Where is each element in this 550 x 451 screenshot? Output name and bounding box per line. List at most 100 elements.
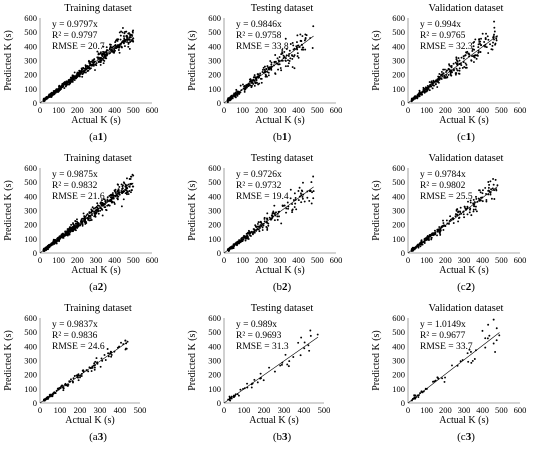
data-point xyxy=(311,47,314,49)
data-point xyxy=(477,197,480,200)
data-point xyxy=(309,334,312,337)
data-point xyxy=(456,208,459,211)
data-point xyxy=(449,218,452,221)
data-point xyxy=(300,43,303,46)
data-point xyxy=(72,377,75,380)
data-point xyxy=(431,87,434,90)
data-point xyxy=(258,74,261,77)
data-point xyxy=(294,202,297,205)
data-point xyxy=(428,234,431,237)
data-point xyxy=(493,26,496,29)
data-point xyxy=(253,84,256,87)
data-point xyxy=(419,392,422,395)
y-tick-label: 600 xyxy=(24,163,37,173)
caption-number: 1 xyxy=(466,131,472,143)
data-point xyxy=(286,363,289,366)
data-point xyxy=(113,203,116,205)
data-point xyxy=(486,35,489,38)
panel-c1: Validation dataset 0 100 200 300 400 500 600 0 10… xyxy=(371,3,526,143)
data-point xyxy=(295,208,298,211)
y-tick-label: 400 xyxy=(392,341,405,351)
data-point xyxy=(493,38,495,41)
data-point xyxy=(485,200,488,203)
data-point xyxy=(59,237,62,240)
data-point xyxy=(297,341,300,344)
data-point xyxy=(65,384,68,387)
data-point xyxy=(238,242,241,245)
data-point xyxy=(263,71,266,74)
data-point xyxy=(97,61,100,64)
data-point xyxy=(455,58,458,61)
data-point xyxy=(427,237,430,240)
data-point xyxy=(300,194,303,197)
data-point xyxy=(286,201,289,204)
y-tick-label: 300 xyxy=(208,56,221,66)
data-point xyxy=(79,223,82,225)
y-axis-label: Predicted K (s) xyxy=(3,180,14,241)
data-point xyxy=(121,185,124,188)
data-point xyxy=(106,348,109,350)
data-point xyxy=(113,201,116,204)
data-point xyxy=(484,186,487,189)
data-point xyxy=(414,394,417,397)
data-point xyxy=(239,84,242,87)
x-tick-label: 600 xyxy=(146,255,159,265)
y-tick-label: 500 xyxy=(208,327,221,337)
data-point xyxy=(303,341,306,344)
data-point xyxy=(268,366,271,369)
y-axis-label: Predicted K (s) xyxy=(3,30,14,91)
y-tick-label: 600 xyxy=(392,13,405,23)
data-point xyxy=(260,377,262,379)
data-point xyxy=(448,220,451,222)
y-tick-label: 400 xyxy=(392,191,405,201)
data-point xyxy=(292,356,295,358)
data-point xyxy=(99,52,102,55)
data-point xyxy=(246,237,248,240)
data-point xyxy=(91,210,94,212)
data-point xyxy=(456,214,459,217)
data-point xyxy=(124,40,126,43)
data-point xyxy=(76,374,79,377)
data-point xyxy=(251,79,254,82)
x-tick-label: 200 xyxy=(71,255,84,265)
x-tick-label: 200 xyxy=(71,105,84,115)
data-point xyxy=(54,90,57,93)
r2-annotation: R² = 0.9802 xyxy=(420,181,466,191)
trendline-annotation: y = 0.9837x xyxy=(52,320,98,330)
x-tick-label: 600 xyxy=(146,105,159,115)
caption-suffix: ) xyxy=(103,131,107,143)
data-point xyxy=(61,384,64,387)
r2-annotation: R² = 0.9836 xyxy=(52,331,98,341)
data-point xyxy=(259,221,262,224)
data-point xyxy=(127,183,130,186)
data-point xyxy=(58,387,61,390)
data-point xyxy=(251,81,254,84)
data-point xyxy=(110,198,113,201)
data-point xyxy=(243,85,245,88)
data-point xyxy=(437,81,440,84)
data-point xyxy=(130,175,133,178)
data-point xyxy=(473,205,476,208)
data-point xyxy=(111,50,114,53)
data-point xyxy=(283,56,286,58)
y-tick-label: 500 xyxy=(24,327,37,337)
data-point xyxy=(484,43,487,46)
data-point xyxy=(117,38,120,41)
data-point xyxy=(462,61,465,64)
data-point xyxy=(263,220,266,223)
data-point xyxy=(421,241,424,244)
data-point xyxy=(84,71,87,74)
rmse-annotation: RMSE = 25.5 xyxy=(420,192,473,202)
data-point xyxy=(449,215,452,218)
data-point xyxy=(46,245,49,248)
data-point xyxy=(247,231,250,234)
x-tick-label: 500 xyxy=(318,405,331,415)
data-point xyxy=(114,43,117,46)
data-point xyxy=(445,69,448,72)
data-point xyxy=(121,190,124,193)
data-point xyxy=(300,192,302,195)
data-point xyxy=(264,70,267,73)
data-point xyxy=(100,203,103,206)
caption-prefix: (a xyxy=(89,431,98,443)
y-tick-label: 100 xyxy=(24,84,37,94)
